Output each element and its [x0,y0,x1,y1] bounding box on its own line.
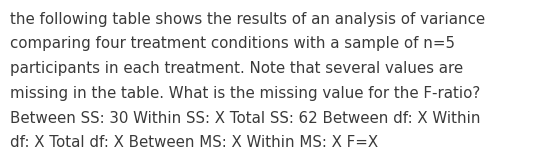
Text: df: X Total df: X Between MS: X Within MS: X F=X: df: X Total df: X Between MS: X Within M… [10,135,378,150]
Text: the following table shows the results of an analysis of variance: the following table shows the results of… [10,12,485,27]
Text: comparing four treatment conditions with a sample of n=5: comparing four treatment conditions with… [10,36,455,51]
Text: Between SS: 30 Within SS: X Total SS: 62 Between df: X Within: Between SS: 30 Within SS: X Total SS: 62… [10,111,480,126]
Text: missing in the table. What is the missing value for the F-ratio?: missing in the table. What is the missin… [10,86,480,101]
Text: participants in each treatment. Note that several values are: participants in each treatment. Note tha… [10,61,463,76]
